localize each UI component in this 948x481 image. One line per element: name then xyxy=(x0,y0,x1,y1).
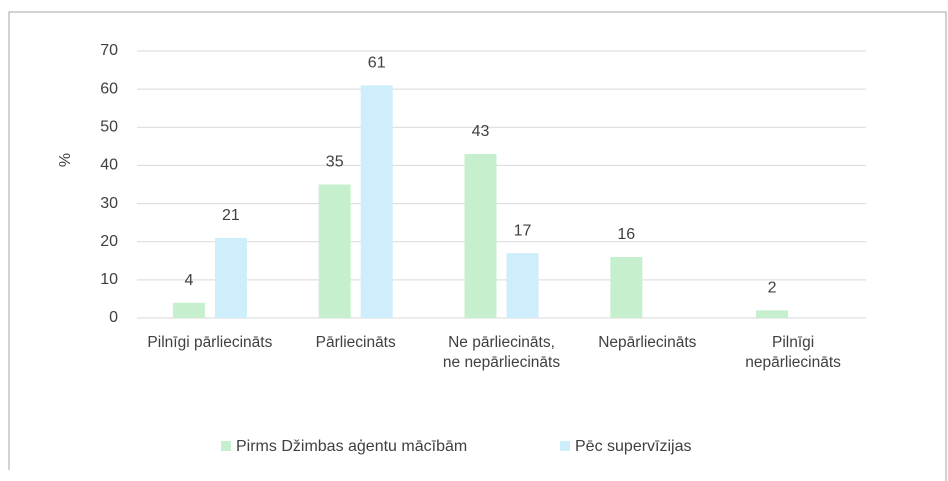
bar xyxy=(506,253,539,318)
data-label: 61 xyxy=(368,55,386,72)
legend-label: Pirms Džimbas aģentu mācībām xyxy=(236,437,467,455)
y-tick-label: 20 xyxy=(100,233,118,250)
legend-swatch xyxy=(221,441,231,451)
data-label: 17 xyxy=(514,222,532,239)
y-tick-label: 30 xyxy=(100,195,118,212)
x-tick-label: Pārliecināts xyxy=(315,334,396,351)
bar xyxy=(318,184,351,318)
data-label: 2 xyxy=(768,280,777,297)
x-tick-label: Nepārliecināts xyxy=(598,334,697,351)
frame xyxy=(8,11,947,481)
data-label: 4 xyxy=(184,272,193,289)
y-tick-label: 40 xyxy=(100,157,118,174)
legend-label: Pēc supervīzijas xyxy=(575,438,692,455)
y-tick-label: 10 xyxy=(100,271,118,288)
data-label: 21 xyxy=(222,207,240,224)
y-tick-label: 60 xyxy=(100,80,118,97)
y-axis-label: % xyxy=(57,153,74,167)
bar xyxy=(360,85,393,318)
bar xyxy=(610,256,643,318)
y-tick-label: 70 xyxy=(100,42,118,59)
x-tick-label: Pilnīgi pārliecināts xyxy=(147,334,273,351)
x-tick-label: Ne pārliecināts, ne nepārliecināts xyxy=(442,334,561,371)
bar xyxy=(214,237,247,318)
data-label: 43 xyxy=(472,123,490,140)
bar xyxy=(172,302,205,318)
y-tick-label: 0 xyxy=(109,309,118,326)
legend-swatch xyxy=(560,441,570,451)
y-tick-label: 50 xyxy=(100,119,118,136)
data-label: 16 xyxy=(617,226,635,243)
x-tick-label: Pilnīgi nepārliecināts xyxy=(745,334,841,371)
bar xyxy=(464,153,497,318)
data-label: 35 xyxy=(326,154,344,171)
bar xyxy=(756,310,789,318)
